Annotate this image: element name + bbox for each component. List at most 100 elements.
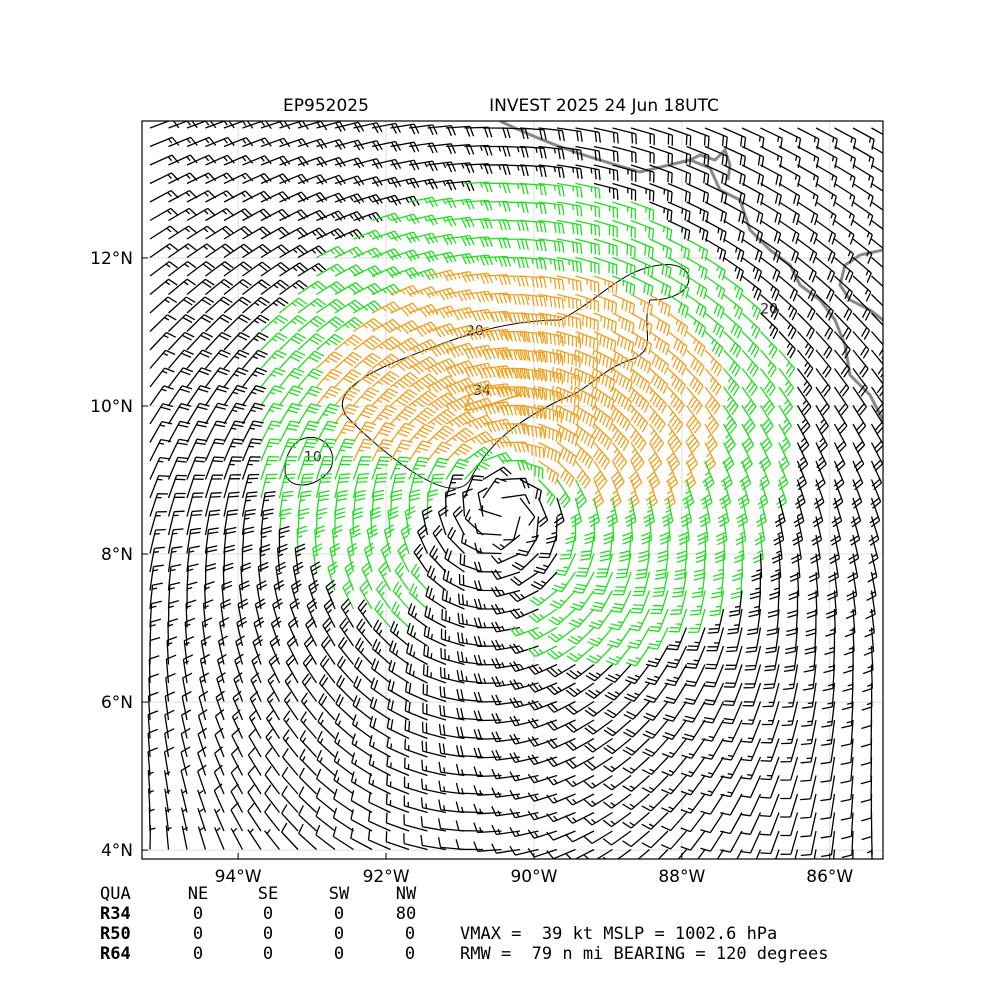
wind-barb <box>390 320 420 335</box>
wind-barb <box>397 542 410 573</box>
wind-barb <box>445 180 475 192</box>
wind-barb <box>167 420 191 443</box>
wind-barb <box>624 664 651 685</box>
wind-barb <box>269 635 281 665</box>
wind-barb <box>649 238 672 260</box>
wind-barb <box>230 827 244 850</box>
wind-barb <box>186 510 203 536</box>
wind-barb <box>638 534 651 563</box>
wind-barb <box>315 456 335 480</box>
y-tick-label: 12°N <box>90 249 133 269</box>
wind-barb <box>609 386 633 412</box>
wind-barb <box>763 664 780 690</box>
wind-barb <box>351 752 373 777</box>
wind-barb <box>149 420 173 443</box>
wind-barb <box>403 795 428 814</box>
wind-barb <box>241 367 268 388</box>
wind-barb <box>370 658 391 684</box>
wind-barb <box>622 775 650 792</box>
wind-barb <box>603 737 632 755</box>
wind-barb <box>604 701 632 719</box>
wind-barb <box>390 372 419 389</box>
wind-barb <box>630 201 655 221</box>
wind-barb <box>300 692 318 721</box>
wind-barb <box>260 297 289 314</box>
wind-barb <box>389 473 407 499</box>
wind-barb <box>408 373 438 393</box>
wind-barb <box>149 367 175 388</box>
wind-barb <box>815 423 828 454</box>
wind-barb <box>297 403 322 425</box>
wind-barb <box>421 759 447 777</box>
wind-barb <box>199 672 210 702</box>
table-cell: 0 <box>193 944 203 964</box>
wind-barb <box>164 691 176 721</box>
wind-barb <box>797 256 817 283</box>
wind-barb <box>713 553 725 582</box>
wind-barb <box>834 275 853 302</box>
wind-barb <box>834 312 852 340</box>
wind-barb <box>149 582 163 610</box>
wind-barb <box>281 785 299 813</box>
wind-barb <box>649 368 669 395</box>
wind-barb <box>464 217 493 230</box>
wind-barb <box>260 473 278 499</box>
wind-barb <box>519 127 547 141</box>
wind-barb <box>423 644 447 666</box>
wind-barb <box>509 697 539 709</box>
wind-barb <box>834 164 856 188</box>
wind-barb <box>813 479 825 509</box>
wind-barb <box>457 612 484 629</box>
wind-barb <box>242 137 272 148</box>
wind-barb <box>353 229 383 241</box>
wind-barb <box>834 331 851 359</box>
wind-barb <box>203 580 215 610</box>
wind-barb <box>869 497 881 528</box>
wind-barb <box>352 404 378 425</box>
x-tick-label: 88°W <box>658 867 705 887</box>
wind-barb <box>164 709 175 739</box>
wind-barb <box>149 261 178 277</box>
wind-barb <box>386 755 410 777</box>
wind-barb <box>181 709 192 739</box>
wind-barb <box>297 420 320 443</box>
wind-barb <box>593 127 619 144</box>
wind-barb <box>509 608 539 620</box>
wind-barb <box>548 608 576 626</box>
wind-barb <box>408 456 430 480</box>
wind-barb <box>870 479 882 509</box>
wind-barb <box>591 479 605 509</box>
wind-barb <box>742 682 762 707</box>
wind-barb <box>167 618 178 647</box>
wind-barb <box>427 197 457 209</box>
wind-barb <box>852 405 867 435</box>
wind-barb <box>546 830 576 841</box>
wind-barb <box>424 605 447 629</box>
wind-barb <box>815 442 827 472</box>
wind-barb <box>546 682 576 696</box>
wind-barb <box>640 516 653 545</box>
wind-barb <box>556 164 583 180</box>
wind-barb <box>496 349 530 361</box>
wind-barb <box>197 727 208 758</box>
wind-barb <box>264 784 281 813</box>
wind-barb <box>316 156 346 168</box>
wind-barb <box>575 275 600 294</box>
wind-barb <box>566 645 595 663</box>
wind-barb <box>820 812 836 839</box>
wind-barb <box>167 438 190 462</box>
wind-barb <box>259 543 271 573</box>
wind-barb <box>315 806 336 832</box>
wind-barb <box>297 490 312 517</box>
y-tick-label: 6°N <box>101 693 133 713</box>
wind-barb <box>408 339 439 355</box>
wind-barb <box>704 368 722 396</box>
wind-barb <box>682 701 706 723</box>
wind-barb <box>546 774 576 786</box>
wind-barb <box>149 564 164 591</box>
wind-barb <box>297 280 327 296</box>
wind-barb <box>870 849 873 859</box>
wind-barb <box>371 283 402 296</box>
wind-barb <box>760 238 781 263</box>
wind-barb <box>556 460 575 488</box>
